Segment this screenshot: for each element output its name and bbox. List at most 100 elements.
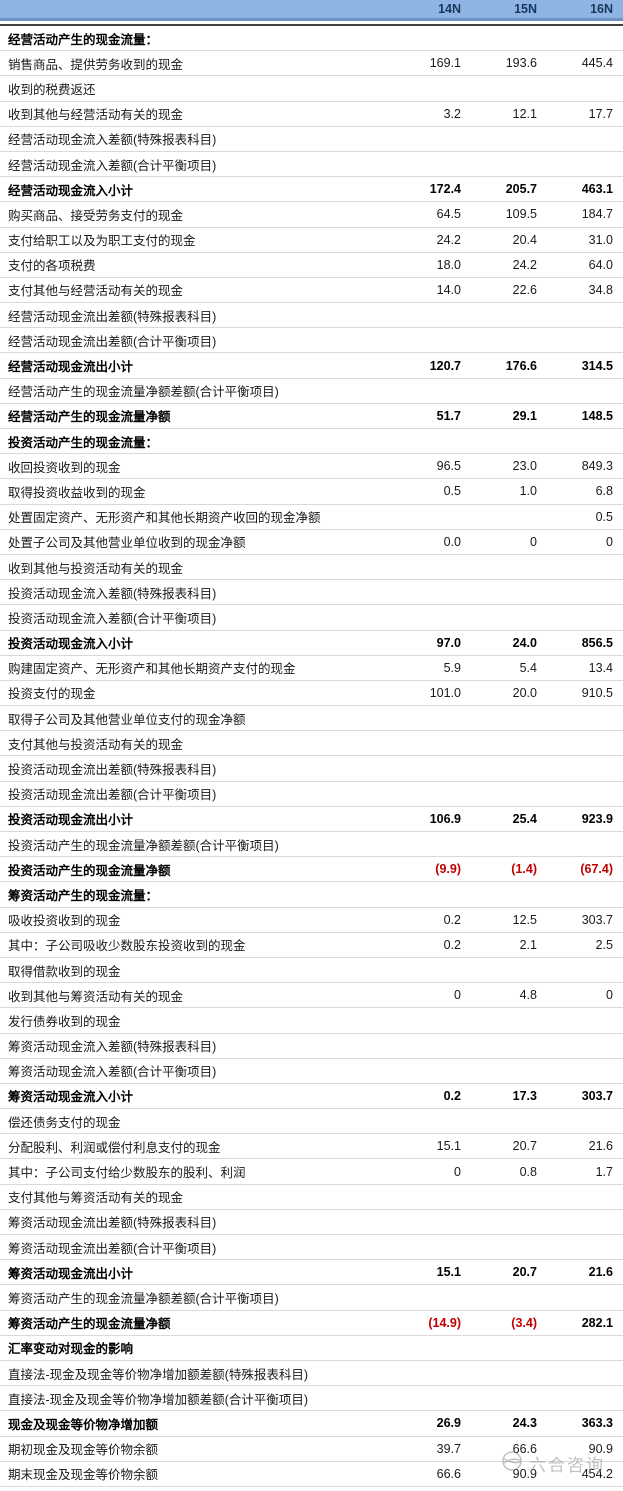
- column-header-14n: 14N: [438, 2, 461, 16]
- cell-16n: 184.7: [581, 207, 613, 222]
- cell-15n: 90.9: [512, 1466, 537, 1481]
- cell-15n: 0.8: [519, 1164, 537, 1179]
- row-label: 经营活动现金流入小计: [8, 183, 134, 198]
- table-row: 筹资活动现金流出差额(特殊报表科目): [0, 1210, 623, 1235]
- table-row: 取得投资收益收到的现金 0.5 1.0 6.8: [0, 479, 623, 505]
- cell-16n: 34.8: [588, 282, 613, 297]
- cell-14n: 18.0: [436, 257, 461, 272]
- cell-15n: 12.1: [512, 106, 537, 121]
- table-row: 投资活动现金流入差额(特殊报表科目): [0, 580, 623, 606]
- row-label: 偿还债务支付的现金: [8, 1115, 121, 1130]
- row-label: 筹资活动现金流出差额(特殊报表科目): [8, 1216, 217, 1231]
- table-row: 支付其他与筹资活动有关的现金: [0, 1185, 623, 1210]
- cell-16n: 463.1: [581, 182, 613, 197]
- row-label: 收到其他与投资活动有关的现金: [8, 561, 184, 576]
- cell-14n: 5.9: [443, 660, 461, 675]
- cell-14n: 0.0: [443, 534, 461, 549]
- table-row: 发行债券收到的现金: [0, 1008, 623, 1034]
- cell-16n: 13.4: [588, 660, 613, 675]
- cell-14n: 0.2: [443, 1088, 461, 1103]
- row-label: 期末现金及现金等价物余额: [8, 1468, 159, 1483]
- row-label: 取得借款收到的现金: [8, 964, 121, 979]
- cell-16n: 0: [606, 988, 613, 1003]
- table-row: 其中：子公司支付给少数股东的股利、利润 0 0.8 1.7: [0, 1159, 623, 1185]
- row-label: 筹资活动现金流出差额(合计平衡项目): [8, 1241, 217, 1256]
- table-header-row: 14N 15N 16N: [0, 0, 623, 21]
- cell-15n: 12.5: [512, 912, 537, 927]
- cell-16n: 923.9: [581, 811, 613, 826]
- row-label: 支付其他与筹资活动有关的现金: [8, 1191, 184, 1206]
- cell-15n: 109.5: [505, 207, 537, 222]
- cell-15n: 24.3: [512, 1416, 537, 1431]
- table-row: 收到其他与筹资活动有关的现金 0 4.8 0: [0, 983, 623, 1009]
- row-label: 其中：子公司吸收少数股东投资收到的现金: [8, 939, 246, 954]
- cell-16n: 21.6: [588, 1265, 613, 1280]
- cell-15n: 1.0: [519, 484, 537, 499]
- cell-15n: 24.2: [512, 257, 537, 272]
- row-label: 投资活动现金流出小计: [8, 813, 134, 828]
- cell-14n: 106.9: [429, 811, 461, 826]
- row-label: 直接法-现金及现金等价物净增加额差额(合计平衡项目): [8, 1392, 308, 1407]
- cell-14n: 0.5: [443, 484, 461, 499]
- cell-15n: 22.6: [512, 282, 537, 297]
- row-label: 收到其他与筹资活动有关的现金: [8, 989, 184, 1004]
- row-label: 收到其他与经营活动有关的现金: [8, 108, 184, 123]
- cell-14n: (9.9): [435, 862, 461, 877]
- table-row: 购建固定资产、无形资产和其他长期资产支付的现金 5.9 5.4 13.4: [0, 656, 623, 681]
- table-row: 其中：子公司吸收少数股东投资收到的现金 0.2 2.1 2.5: [0, 933, 623, 958]
- table-row: 期末现金及现金等价物余额 66.6 90.9 454.2: [0, 1462, 623, 1487]
- cell-16n: 64.0: [588, 257, 613, 272]
- cell-16n: 148.5: [581, 408, 613, 423]
- table-row: 筹资活动产生的现金流量：: [0, 882, 623, 908]
- row-label: 筹资活动现金流入差额(合计平衡项目): [8, 1065, 217, 1080]
- row-label: 投资活动现金流出差额(特殊报表科目): [8, 763, 217, 778]
- row-label: 经营活动产生的现金流量：: [8, 32, 159, 47]
- cell-14n: 0.2: [443, 912, 461, 927]
- cell-15n: 0: [530, 534, 537, 549]
- table-row: 筹资活动现金流出小计 15.1 20.7 21.6: [0, 1260, 623, 1286]
- cell-16n: 0.5: [595, 509, 613, 524]
- row-label: 经营活动产生的现金流量净额差额(合计平衡项目): [8, 385, 279, 400]
- row-label: 处置固定资产、无形资产和其他长期资产收回的现金净额: [8, 511, 321, 526]
- table-row: 经营活动现金流出小计 120.7 176.6 314.5: [0, 353, 623, 379]
- cell-14n: 15.1: [436, 1265, 461, 1280]
- cell-15n: 29.1: [512, 408, 537, 423]
- table-row: 经营活动产生的现金流量：: [0, 26, 623, 52]
- table-row: 偿还债务支付的现金: [0, 1109, 623, 1135]
- table-row: 支付其他与经营活动有关的现金 14.0 22.6 34.8: [0, 278, 623, 304]
- cell-15n: 20.4: [512, 232, 537, 247]
- cell-14n: 0: [454, 988, 461, 1003]
- row-label: 购买商品、接受劳务支付的现金: [8, 208, 184, 223]
- cell-15n: 193.6: [505, 56, 537, 71]
- cell-16n: (67.4): [580, 862, 613, 877]
- cell-15n: 25.4: [512, 811, 537, 826]
- row-label: 其中：子公司支付给少数股东的股利、利润: [8, 1166, 246, 1181]
- table-row: 经营活动现金流出差额(合计平衡项目): [0, 328, 623, 354]
- row-label: 购建固定资产、无形资产和其他长期资产支付的现金: [8, 662, 296, 677]
- table-row: 投资活动现金流出差额(特殊报表科目): [0, 756, 623, 782]
- cell-15n: 5.4: [519, 660, 537, 675]
- row-label: 取得投资收益收到的现金: [8, 485, 146, 500]
- table-row: 取得子公司及其他营业单位支付的现金净额: [0, 706, 623, 732]
- table-row: 筹资活动现金流入差额(合计平衡项目): [0, 1059, 623, 1084]
- cell-14n: 101.0: [429, 685, 461, 700]
- cell-15n: 23.0: [512, 459, 537, 474]
- cell-16n: 363.3: [581, 1416, 613, 1431]
- cell-16n: 314.5: [581, 358, 613, 373]
- cell-14n: 96.5: [436, 459, 461, 474]
- cell-14n: 120.7: [429, 358, 461, 373]
- row-label: 筹资活动现金流入小计: [8, 1090, 134, 1105]
- cell-16n: 282.1: [581, 1315, 613, 1330]
- cell-15n: 20.0: [512, 685, 537, 700]
- table-row: 收到的税费返还: [0, 76, 623, 102]
- cell-16n: 21.6: [588, 1139, 613, 1154]
- row-label: 处置子公司及其他营业单位收到的现金净额: [8, 536, 246, 551]
- row-label: 支付其他与投资活动有关的现金: [8, 737, 184, 752]
- table-row: 直接法-现金及现金等价物净增加额差额(合计平衡项目): [0, 1386, 623, 1412]
- table-row: 筹资活动现金流出差额(合计平衡项目): [0, 1235, 623, 1261]
- row-label: 收回投资收到的现金: [8, 460, 121, 475]
- cell-16n: 454.2: [581, 1466, 613, 1481]
- table-row: 投资活动现金流出小计 106.9 25.4 923.9: [0, 807, 623, 832]
- table-row: 经营活动产生的现金流量净额差额(合计平衡项目): [0, 379, 623, 404]
- row-label: 投资支付的现金: [8, 687, 96, 702]
